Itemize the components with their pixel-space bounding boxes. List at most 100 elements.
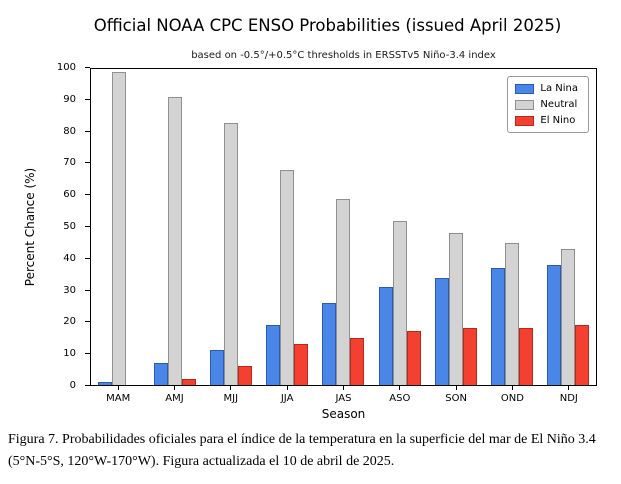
y-tick-label: 80	[63, 125, 76, 137]
bar-la-nina-jja	[266, 324, 281, 385]
legend-item-la-nina: La Nina	[515, 83, 578, 94]
x-tick-mark	[342, 386, 344, 390]
bar-group-ndj	[540, 69, 596, 385]
bar-group-son	[428, 69, 484, 385]
y-tick-label: 70	[63, 157, 76, 169]
bar-neutral-jja	[280, 170, 295, 385]
x-tick-label: SON	[445, 393, 467, 404]
x-tick-ond: OND	[484, 386, 540, 404]
y-tick-label: 40	[63, 252, 76, 264]
bar-group-amj	[147, 69, 203, 385]
x-tick-mam: MAM	[90, 386, 146, 404]
y-tick-mark	[85, 321, 90, 323]
legend-item-neutral: Neutral	[515, 99, 578, 110]
x-tick-son: SON	[428, 386, 484, 404]
legend: La Nina Neutral El Nino	[507, 76, 589, 133]
y-tick-label: 30	[63, 284, 76, 296]
bar-la-nina-mam	[98, 381, 113, 385]
bar-group-jas	[315, 69, 371, 385]
bar-la-nina-mjj	[210, 350, 225, 385]
y-tick-label: 20	[63, 316, 76, 328]
bar-la-nina-jas	[322, 302, 337, 385]
bar-group-ond	[484, 69, 540, 385]
bar-neutral-mam	[112, 72, 127, 385]
bar-neutral-son	[448, 233, 463, 385]
bar-el-nino-ndj	[574, 324, 589, 385]
x-tick-mjj: MJJ	[203, 386, 259, 404]
bar-group-mjj	[203, 69, 259, 385]
x-tick-mark	[568, 386, 570, 390]
y-tick-mark	[85, 130, 90, 132]
y-axis-ticks: 0 10 20 30 40 50 60 70 80 90 100	[0, 63, 90, 391]
y-tick-mark	[85, 385, 90, 386]
x-tick-label: AMJ	[165, 393, 184, 404]
x-tick-mark	[230, 386, 232, 390]
bar-la-nina-amj	[154, 362, 169, 385]
x-tick-label: ASO	[389, 393, 411, 404]
x-tick-label: JAS	[335, 393, 352, 404]
y-tick-label: 90	[63, 93, 76, 105]
legend-label: Neutral	[540, 99, 578, 110]
x-tick-mark	[455, 386, 457, 390]
legend-item-el-nino: El Nino	[515, 115, 578, 126]
x-tick-mark	[286, 386, 288, 390]
x-tick-mark	[117, 386, 119, 390]
legend-label: La Nina	[540, 83, 578, 94]
bar-la-nina-aso	[378, 287, 393, 385]
x-tick-ndj: NDJ	[541, 386, 597, 404]
x-tick-label: MAM	[106, 393, 131, 404]
y-tick-mark	[85, 226, 90, 227]
x-tick-mark	[399, 386, 401, 390]
bar-la-nina-ndj	[546, 264, 561, 385]
y-tick-label: 60	[63, 189, 76, 201]
bar-neutral-jas	[336, 198, 351, 385]
y-tick-mark	[85, 289, 90, 291]
x-tick-label: JJA	[280, 393, 294, 404]
y-tick-mark	[85, 162, 90, 164]
x-tick-label: NDJ	[559, 393, 578, 404]
bar-neutral-amj	[168, 97, 183, 385]
y-tick-label: 100	[56, 62, 76, 73]
bars-container	[91, 69, 596, 385]
x-tick-mark	[173, 386, 175, 390]
bar-la-nina-ond	[490, 268, 505, 385]
legend-swatch-la-nina	[515, 83, 535, 94]
y-tick-mark	[85, 257, 90, 259]
bar-el-nino-amj	[182, 378, 197, 385]
x-axis-label: Season	[321, 407, 366, 421]
bar-group-jja	[259, 69, 315, 385]
x-axis-ticks: MAM AMJ MJJ JJA JAS ASO SON OND NDJ	[90, 386, 597, 404]
plot-area: La Nina Neutral El Nino	[90, 68, 597, 386]
figure-caption: Figura 7. Probabilidades oficiales para …	[8, 432, 596, 469]
x-tick-aso: ASO	[372, 386, 428, 404]
chart-title: Official NOAA CPC ENSO Probabilities (is…	[93, 16, 562, 35]
x-tick-jas: JAS	[315, 386, 371, 404]
x-tick-amj: AMJ	[146, 386, 202, 404]
y-tick-mark	[85, 353, 90, 355]
y-tick-label: 50	[63, 221, 76, 232]
bar-group-aso	[372, 69, 428, 385]
bar-el-nino-son	[462, 328, 477, 385]
y-tick-label: 10	[63, 348, 76, 360]
y-tick-label: 0	[69, 380, 76, 391]
y-tick-mark	[85, 194, 90, 196]
bar-neutral-aso	[392, 220, 407, 385]
y-tick-mark	[85, 67, 90, 68]
legend-label: El Nino	[540, 115, 576, 126]
legend-swatch-el-nino	[515, 115, 535, 126]
x-tick-mark	[511, 386, 513, 390]
x-tick-label: OND	[500, 393, 524, 404]
x-tick-label: MJJ	[223, 393, 239, 404]
bar-el-nino-aso	[406, 331, 421, 385]
bar-neutral-mjj	[224, 122, 239, 385]
bar-neutral-ndj	[560, 249, 575, 385]
bar-el-nino-ond	[518, 328, 533, 385]
bar-neutral-ond	[504, 242, 519, 385]
bar-el-nino-jas	[350, 337, 365, 385]
chart-subtitle: based on -0.5°/+0.5°C thresholds in ERSS…	[191, 50, 496, 61]
bar-la-nina-son	[434, 277, 449, 385]
y-tick-mark	[85, 98, 90, 100]
bar-group-mam	[91, 69, 147, 385]
legend-swatch-neutral	[515, 99, 535, 110]
